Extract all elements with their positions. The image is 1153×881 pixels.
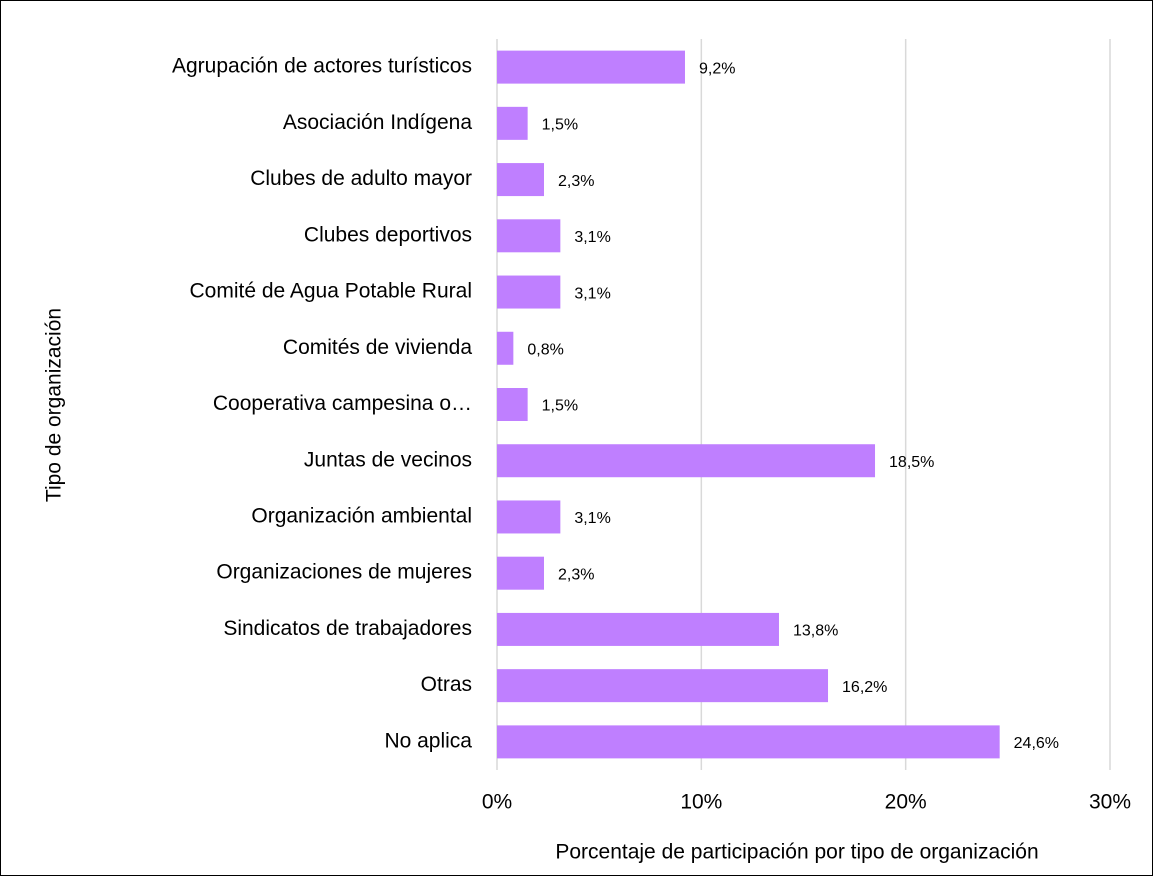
bar — [497, 50, 685, 84]
y-tick-label: Cooperativa campesina o… — [213, 392, 472, 415]
y-tick-label: Comité de Agua Potable Rural — [189, 280, 472, 303]
value-label: 16,2% — [842, 679, 887, 696]
bar — [497, 331, 514, 365]
bar — [497, 163, 544, 197]
y-tick-label: Organización ambiental — [251, 505, 472, 528]
bar — [497, 275, 561, 309]
y-tick-label: Organizaciones de mujeres — [216, 561, 472, 584]
value-label: 2,3% — [558, 173, 594, 190]
x-tick-label: 30% — [1089, 791, 1131, 814]
value-label: 3,1% — [574, 229, 610, 246]
value-label: 1,5% — [542, 398, 578, 415]
y-tick-label: Clubes de adulto mayor — [250, 167, 472, 190]
y-tick-label: Clubes deportivos — [304, 223, 472, 246]
bar — [497, 388, 528, 421]
y-tick-label: Juntas de vecinos — [304, 448, 472, 471]
y-tick-label: Asociación Indígena — [283, 111, 472, 134]
bar — [497, 500, 561, 534]
bar — [497, 556, 544, 590]
y-tick-label: Sindicatos de trabajadores — [223, 617, 472, 640]
x-tick-label: 10% — [680, 791, 722, 814]
value-label: 18,5% — [889, 454, 934, 471]
value-label: 9,2% — [699, 60, 735, 77]
y-tick-label: Otras — [421, 673, 472, 696]
bar — [497, 725, 1000, 759]
y-axis-title: Tipo de organización — [43, 308, 66, 502]
x-tick-label: 0% — [482, 791, 512, 814]
value-label: 24,6% — [1014, 735, 1059, 752]
value-label: 2,3% — [558, 566, 594, 583]
y-tick-label: No aplica — [384, 729, 472, 752]
y-tick-label: Agrupación de actores turísticos — [172, 55, 472, 78]
y-tick-label: Comités de vivienda — [283, 336, 472, 359]
bar — [497, 669, 829, 703]
value-label: 13,8% — [793, 623, 838, 640]
x-axis-title: Porcentaje de participación por tipo de … — [555, 841, 1038, 864]
value-label: 1,5% — [542, 117, 578, 134]
bar — [497, 106, 528, 140]
bar — [497, 612, 779, 646]
bar — [497, 444, 876, 478]
value-label: 3,1% — [574, 285, 610, 302]
value-label: 0,8% — [527, 341, 563, 358]
value-label: 3,1% — [574, 510, 610, 527]
x-tick-label: 20% — [885, 791, 927, 814]
bar — [497, 219, 561, 253]
